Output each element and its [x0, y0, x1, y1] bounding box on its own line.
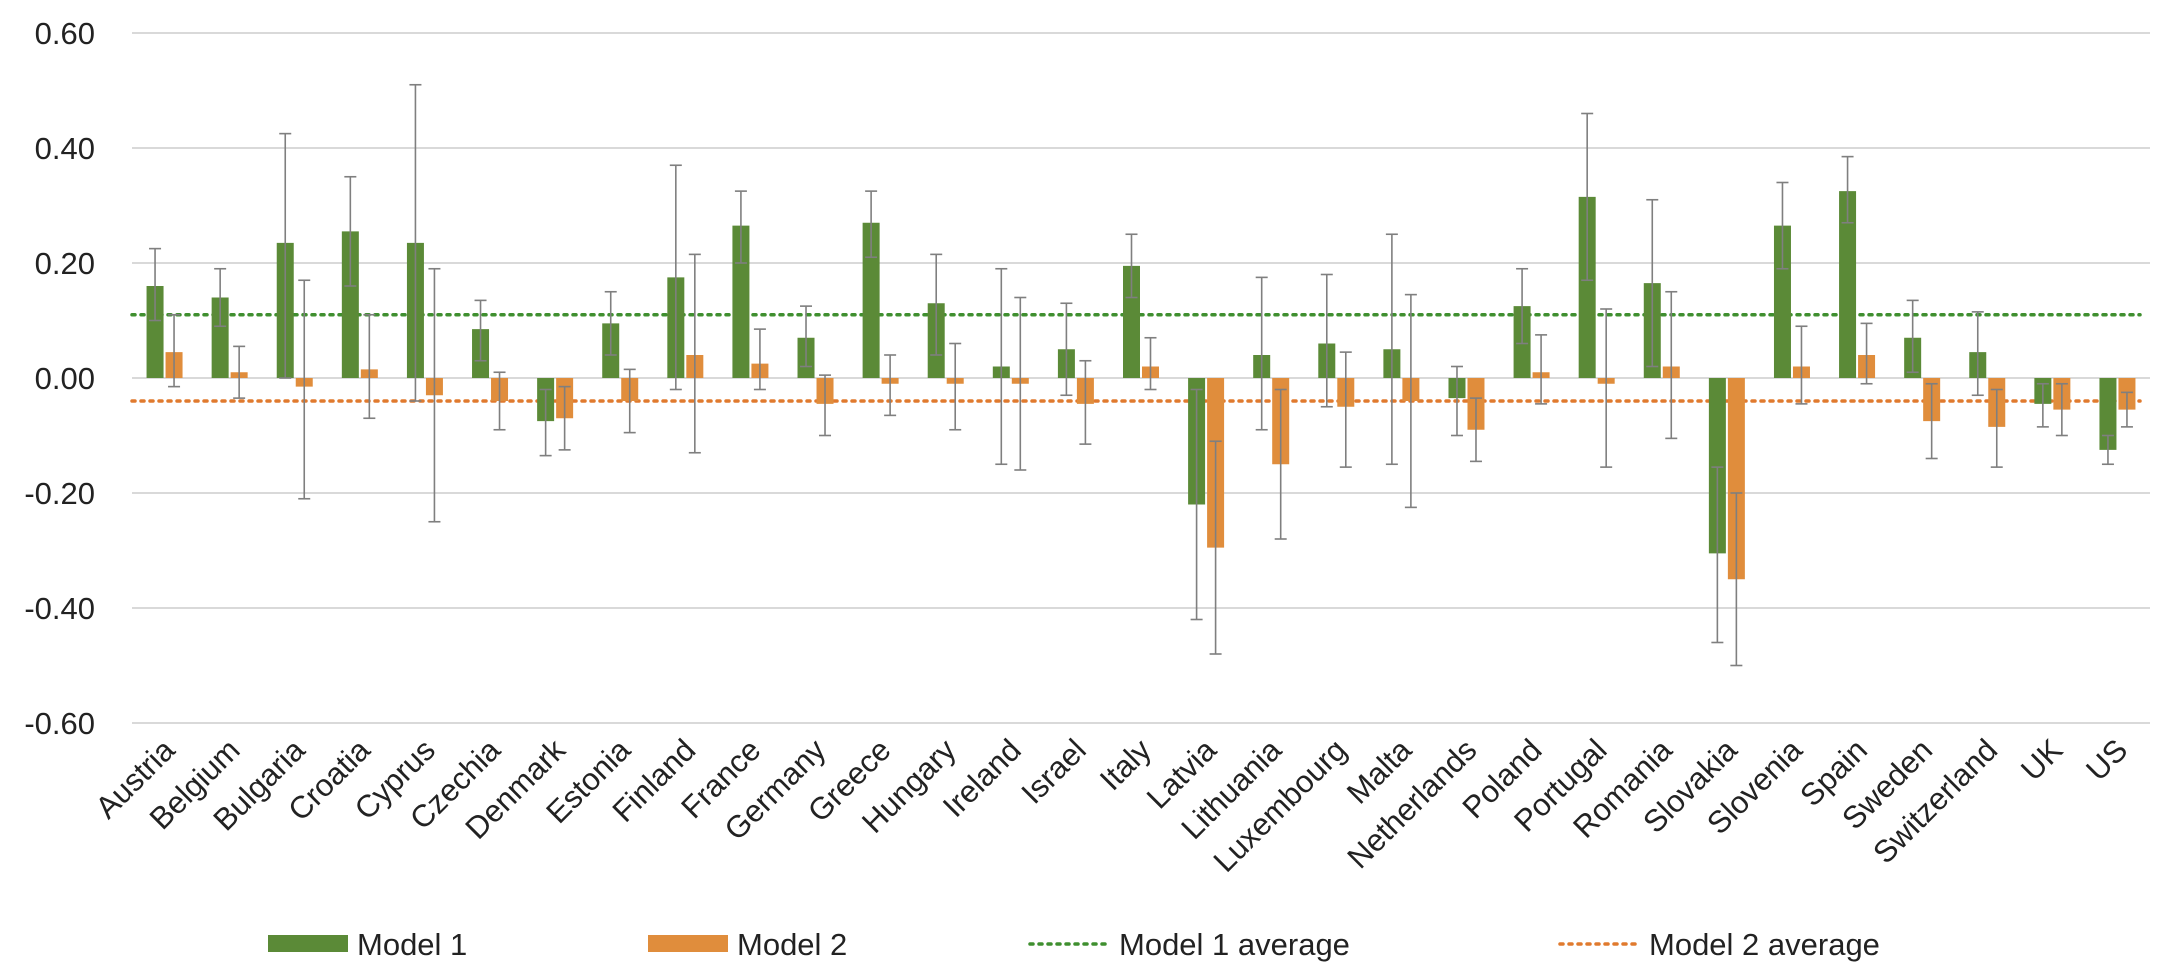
x-tick-label: US: [2079, 732, 2134, 787]
legend: Model 1 Model 2 Model 1 average Model 2 ave…: [268, 927, 1880, 962]
legend-label-model-2-average: Model 2 average: [1649, 927, 1880, 962]
x-tick-label: Israel: [1014, 732, 1092, 810]
bar-model-1-greece: [862, 222, 880, 378]
y-tick-label: 0.00: [35, 361, 95, 396]
bar-model-1-austria: [146, 286, 164, 378]
legend-swatch-model-2: [648, 935, 728, 952]
y-tick-label: -0.40: [24, 591, 95, 626]
x-tick-label: UK: [2014, 732, 2069, 787]
bar-model-1-slovenia: [1773, 225, 1791, 378]
reference-lines: [130, 313, 2142, 403]
y-tick-label: -0.20: [24, 476, 95, 511]
y-tick-label: 0.20: [35, 246, 95, 281]
bar-model-2-slovakia: [1727, 378, 1745, 580]
y-tick-labels: -0.60 -0.40 -0.20 0.00 0.20 0.40 0.60: [24, 16, 95, 741]
legend-label-model-1: Model 1: [357, 927, 467, 962]
legend-swatch-model-1: [268, 935, 348, 952]
legend-label-model-1-average: Model 1 average: [1119, 927, 1350, 962]
legend-label-model-2: Model 2: [737, 927, 847, 962]
y-tick-label: -0.60: [24, 706, 95, 741]
bar-model-1-croatia: [341, 231, 359, 378]
bar-model-1-us: [2099, 378, 2117, 450]
y-tick-label: 0.60: [35, 16, 95, 51]
gridlines: [132, 32, 2150, 724]
bar-model-1-belgium: [211, 297, 229, 378]
error-bars: [149, 83, 2133, 667]
bar-model-1-spain: [1839, 191, 1857, 378]
y-tick-label: 0.40: [35, 131, 95, 166]
bar-model-1-portugal: [1578, 196, 1596, 378]
x-tick-labels: AustriaBelgiumBulgariaCroatiaCyprusCzech…: [89, 732, 2135, 879]
bar-model-1-slovakia: [1708, 378, 1726, 554]
bars: [146, 191, 2136, 580]
bar-model-1-italy: [1123, 265, 1140, 378]
